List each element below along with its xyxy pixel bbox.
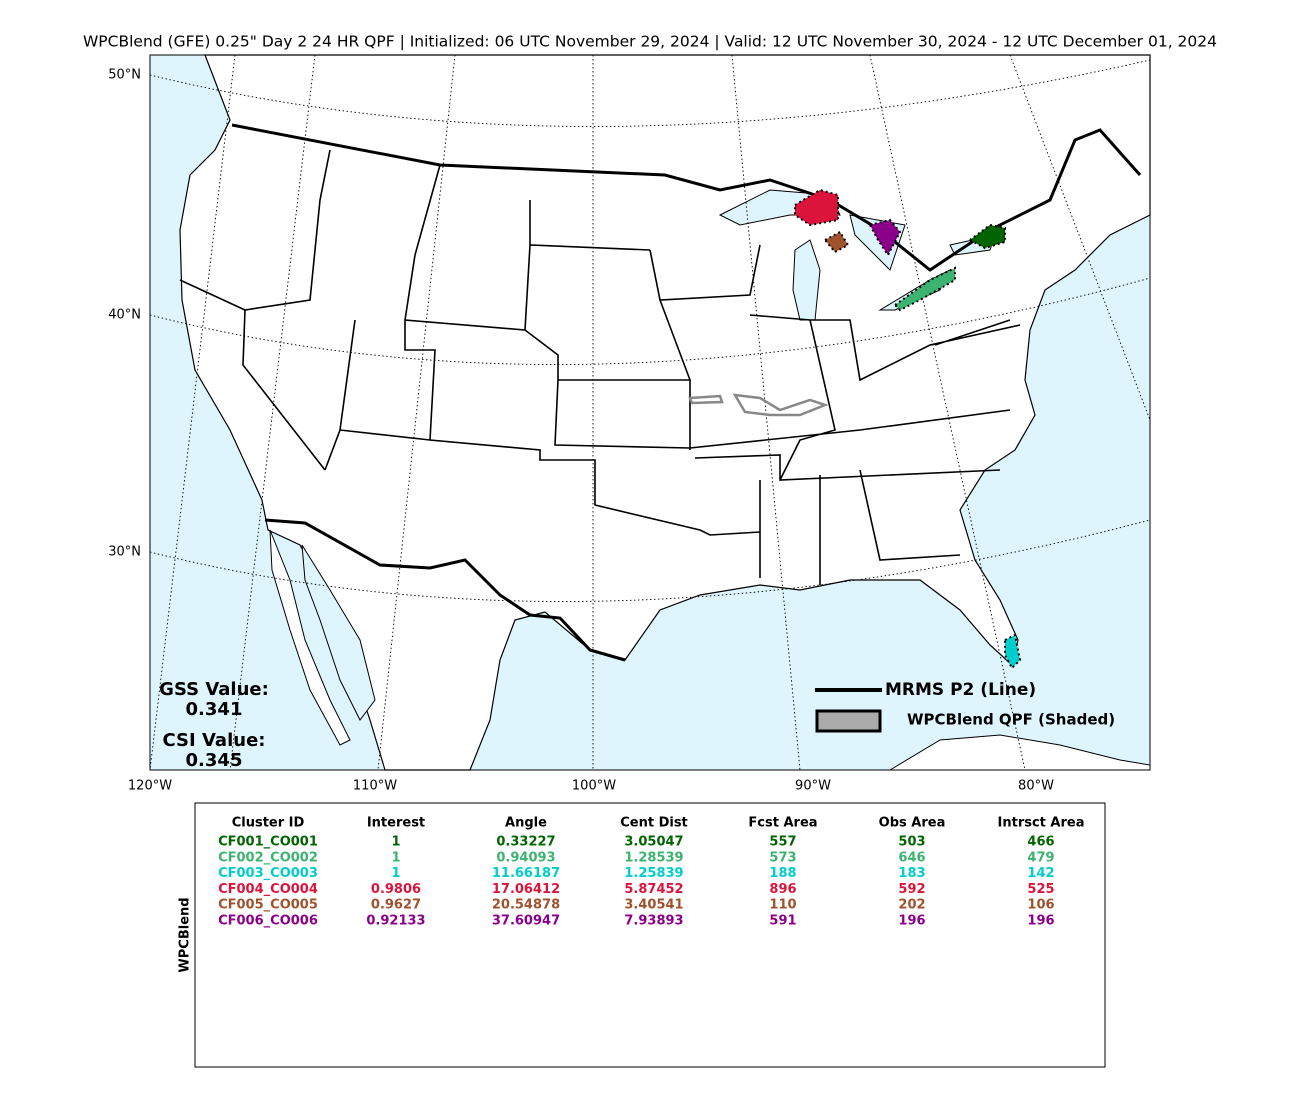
legend-swatch [815, 709, 882, 733]
table-cell: CF002_CO002 [218, 850, 318, 865]
table-cell: 202 [898, 898, 925, 913]
lat-label: 40°N [108, 308, 141, 323]
table-cell: 7.93893 [624, 914, 683, 929]
obs-line [688, 393, 829, 417]
table-cell: 196 [898, 914, 925, 929]
lon-label: 110°W [353, 779, 397, 794]
table-cell: 142 [1027, 866, 1054, 881]
table-cell: 0.9627 [371, 898, 421, 913]
table-frame [194, 802, 1106, 1068]
cluster-6 [868, 218, 902, 257]
state-lines [179, 149, 1021, 585]
table-cell: 1 [391, 850, 400, 865]
table-cell: 188 [769, 866, 796, 881]
table-cell: CF001_CO001 [218, 835, 318, 850]
table-cell: 646 [898, 850, 925, 865]
table-cell: 37.60947 [492, 914, 560, 929]
table-cell: 1 [391, 866, 400, 881]
lat-label: 30°N [108, 545, 141, 560]
lat-label: 50°N [108, 68, 141, 83]
land [179, 54, 1151, 771]
table-cell: CF005_CO005 [218, 898, 318, 913]
table-header: Interest [367, 816, 425, 831]
table-header: Cent Dist [620, 816, 688, 831]
mexico-border [264, 518, 626, 662]
table-cell: CF004_CO004 [218, 882, 318, 897]
clusters [688, 188, 1022, 670]
table-cell: 896 [769, 882, 796, 897]
cluster-2 [893, 266, 956, 312]
score-label: GSS Value: [159, 679, 269, 700]
score-value: 0.345 [186, 750, 243, 771]
table-cell: 183 [898, 866, 925, 881]
lon-label: 90°W [795, 779, 831, 794]
score-label: CSI Value: [163, 730, 266, 751]
legend-label: MRMS P2 (Line) [885, 680, 1036, 700]
cluster-5 [823, 230, 850, 254]
gulf-of-california [301, 544, 376, 721]
table-cell: 557 [769, 835, 796, 850]
table-cell: 20.54878 [492, 898, 560, 913]
map-frame [149, 54, 1151, 771]
table-header: Cluster ID [232, 816, 305, 831]
table-cell: 0.94093 [496, 850, 555, 865]
table-cell: 11.66187 [492, 866, 560, 881]
baja [269, 529, 351, 746]
table-cell: 479 [1027, 850, 1054, 865]
table-cell: 0.9806 [371, 882, 421, 897]
table-cell: 0.33227 [496, 835, 555, 850]
table: WPCBlend [178, 802, 1106, 1068]
table-header: Fcst Area [748, 816, 817, 831]
table-cell: 591 [769, 914, 796, 929]
table-header: Intrsct Area [998, 816, 1085, 831]
score-value: 0.341 [186, 699, 243, 720]
graticule [149, 54, 1151, 771]
lon-label: 120°W [128, 779, 172, 794]
table-cell: 1 [391, 835, 400, 850]
table-cell: 525 [1027, 882, 1054, 897]
title: WPCBlend (GFE) 0.25" Day 2 24 HR QPF | I… [83, 33, 1217, 51]
table-cell: 1.28539 [624, 850, 683, 865]
map: MRMS P2 (Line) WPCBlend QPF (Shaded) GSS… [149, 54, 1151, 771]
table-cell: 106 [1027, 898, 1054, 913]
table-cell: 196 [1027, 914, 1054, 929]
lon-label: 100°W [572, 779, 616, 794]
table-cell: 592 [898, 882, 925, 897]
cluster-3 [1004, 633, 1022, 670]
side-label: WPCBlend [178, 897, 193, 972]
lon-label: 80°W [1018, 779, 1054, 794]
table-cell: 110 [769, 898, 796, 913]
table-cell: 17.06412 [492, 882, 560, 897]
table-cell: 503 [898, 835, 925, 850]
table-cell: 1.25839 [624, 866, 683, 881]
table-cell: 466 [1027, 835, 1054, 850]
table-cell: 3.40541 [624, 898, 683, 913]
table-cell: 0.92133 [366, 914, 425, 929]
cluster-1 [968, 223, 1006, 250]
table-cell: CF003_CO003 [218, 866, 318, 881]
table-header: Obs Area [879, 816, 946, 831]
cluster-4 [794, 188, 839, 227]
legend-label: WPCBlend QPF (Shaded) [907, 711, 1115, 729]
table-cell: 573 [769, 850, 796, 865]
table-cell: CF006_CO006 [218, 914, 318, 929]
table-cell: 3.05047 [624, 835, 683, 850]
table-cell: 5.87452 [624, 882, 683, 897]
table-header: Angle [505, 816, 547, 831]
